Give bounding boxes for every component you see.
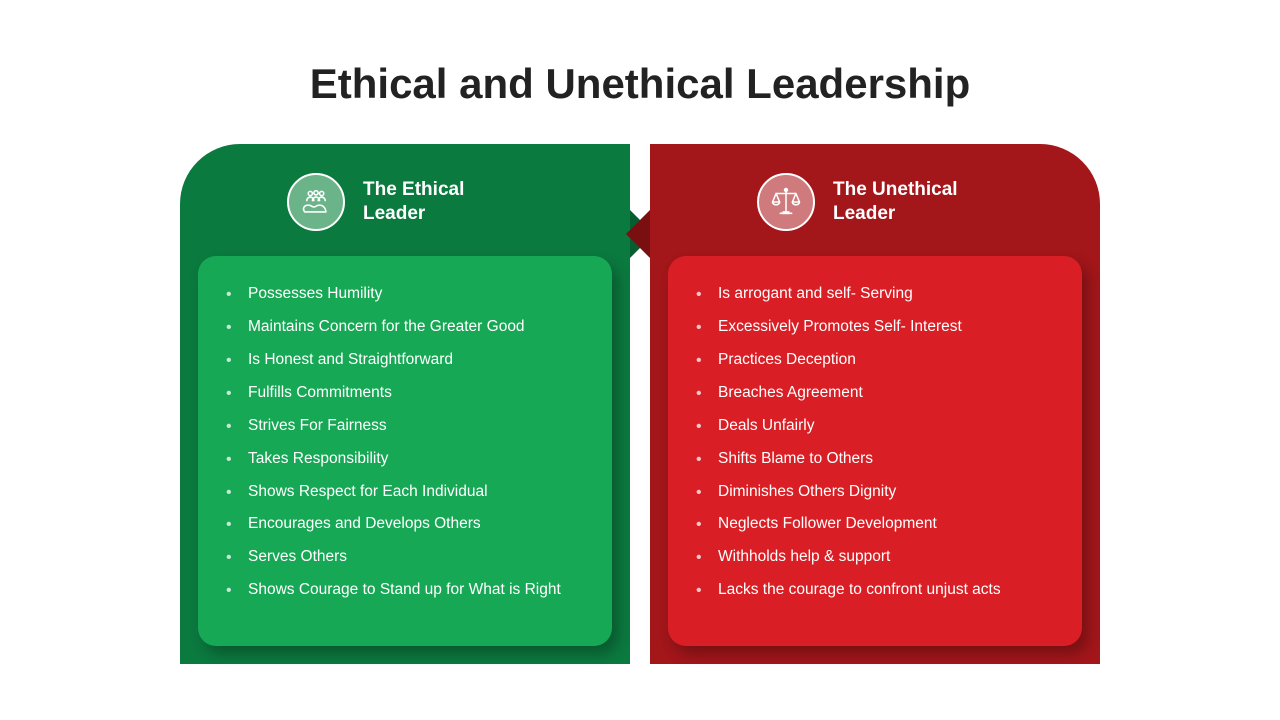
list-item: Possesses Humility	[220, 284, 590, 305]
list-item: Breaches Agreement	[690, 383, 1060, 404]
ethical-card: Possesses Humility Maintains Concern for …	[198, 256, 612, 646]
unethical-panel-title: The Unethical Leader	[833, 178, 993, 226]
list-item: Strives For Fairness	[220, 416, 590, 437]
list-item: Practices Deception	[690, 350, 1060, 371]
list-item: Lacks the courage to confront unjust act…	[690, 580, 1060, 601]
list-item: Is Honest and Straightforward	[220, 350, 590, 371]
people-hand-icon-svg	[299, 185, 333, 219]
ethical-list: Possesses Humility Maintains Concern for …	[220, 284, 590, 601]
unethical-panel-header: The Unethical Leader	[650, 162, 1100, 242]
list-item: Withholds help & support	[690, 547, 1060, 568]
list-item: Maintains Concern for the Greater Good	[220, 317, 590, 338]
unethical-panel-notch	[626, 210, 650, 258]
slide: Ethical and Unethical Leadership The Eth…	[0, 0, 1280, 720]
scales-icon-svg	[769, 185, 803, 219]
comparison-panels: The Ethical Leader Possesses Humility Mai…	[180, 144, 1100, 664]
people-hand-icon	[287, 173, 345, 231]
list-item: Serves Others	[220, 547, 590, 568]
unethical-card: Is arrogant and self- Serving Excessively…	[668, 256, 1082, 646]
unethical-list: Is arrogant and self- Serving Excessively…	[690, 284, 1060, 601]
unethical-panel: The Unethical Leader Is arrogant and sel…	[650, 144, 1100, 664]
ethical-panel-title: The Ethical Leader	[363, 178, 523, 226]
list-item: Excessively Promotes Self- Interest	[690, 317, 1060, 338]
list-item: Shows Courage to Stand up for What is Ri…	[220, 580, 590, 601]
list-item: Neglects Follower Development	[690, 514, 1060, 535]
ethical-panel: The Ethical Leader Possesses Humility Mai…	[180, 144, 630, 664]
page-title: Ethical and Unethical Leadership	[0, 60, 1280, 108]
list-item: Fulfills Commitments	[220, 383, 590, 404]
scales-icon	[757, 173, 815, 231]
list-item: Shifts Blame to Others	[690, 449, 1060, 470]
list-item: Is arrogant and self- Serving	[690, 284, 1060, 305]
list-item: Takes Responsibility	[220, 449, 590, 470]
list-item: Deals Unfairly	[690, 416, 1060, 437]
list-item: Encourages and Develops Others	[220, 514, 590, 535]
list-item: Diminishes Others Dignity	[690, 482, 1060, 503]
ethical-panel-header: The Ethical Leader	[180, 162, 630, 242]
list-item: Shows Respect for Each Individual	[220, 482, 590, 503]
